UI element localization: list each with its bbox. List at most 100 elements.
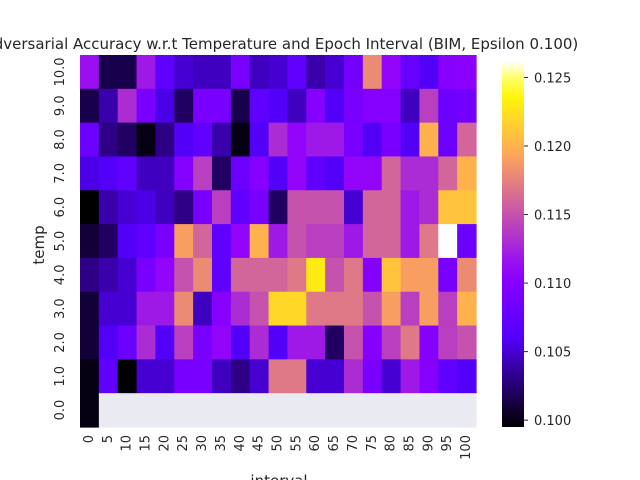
x-tick-label: 100 <box>459 435 474 460</box>
heatmap-cell <box>400 224 421 259</box>
x-tick-label: 85 <box>403 435 418 452</box>
heatmap-cell <box>287 359 307 394</box>
heatmap-cell <box>362 224 383 259</box>
x-tick-label: 35 <box>214 435 229 452</box>
heatmap-cell <box>362 325 383 360</box>
heatmap-cell <box>117 291 138 327</box>
heatmap-cell <box>174 55 194 90</box>
heatmap-cell <box>362 122 383 158</box>
heatmap-cell <box>344 325 364 360</box>
heatmap-cell <box>419 190 439 225</box>
heatmap-cell <box>381 156 402 191</box>
x-tick-label: 50 <box>271 435 286 452</box>
heatmap-cell <box>155 224 175 259</box>
x-tick-label: 70 <box>346 435 361 452</box>
heatmap-cell <box>287 224 307 259</box>
heatmap-cell <box>400 55 421 90</box>
heatmap-cell <box>457 393 477 428</box>
y-tick-label: 2.0 <box>53 332 68 353</box>
y-tick-label: 6.0 <box>53 197 68 218</box>
heatmap-cell <box>306 257 326 293</box>
heatmap-cell <box>400 359 421 394</box>
x-tick-labels: 0 5 10 15 20 25 30 35 40 45 50 55 60 65 70 75 80 85 90 95 10… <box>82 435 474 460</box>
heatmap-cell <box>155 393 175 428</box>
y-tick-label: 7.0 <box>53 163 68 184</box>
heatmap-cell <box>98 224 119 259</box>
heatmap-cell <box>306 190 326 225</box>
heatmap-cell <box>419 224 439 259</box>
heatmap-cell <box>419 359 439 394</box>
heatmap-cell <box>98 359 119 394</box>
heatmap-cell <box>362 291 383 327</box>
heatmap-cell <box>344 224 364 259</box>
heatmap-cell <box>306 122 326 158</box>
heatmap-cell <box>287 122 307 158</box>
heatmap-cell <box>362 156 383 191</box>
heatmap-cell <box>230 359 251 394</box>
x-tick-label: 55 <box>289 435 304 452</box>
heatmap-cell <box>438 156 458 191</box>
heatmap-cell <box>268 325 289 360</box>
heatmap-cell <box>212 122 232 158</box>
heatmap-cell <box>155 359 175 394</box>
heatmap-cell <box>193 224 213 259</box>
heatmap-cell <box>117 325 138 360</box>
heatmap-cell <box>306 359 326 394</box>
heatmap-cell <box>268 88 289 124</box>
heatmap-cell <box>287 55 307 90</box>
heatmap-cell <box>306 88 326 124</box>
heatmap-cell <box>117 359 138 394</box>
heatmap-cell <box>193 257 213 293</box>
x-tick-label: 0 <box>82 435 97 443</box>
heatmap-cell <box>117 122 138 158</box>
heatmap-cell <box>117 190 138 225</box>
heatmap-cell <box>249 393 270 428</box>
heatmap-cell <box>457 156 477 191</box>
heatmap-cell <box>136 257 157 293</box>
heatmap-cell <box>344 156 364 191</box>
heatmap-cell <box>457 122 477 158</box>
heatmap-cell <box>155 156 175 191</box>
heatmap-cell <box>98 325 119 360</box>
heatmap-cell <box>381 55 402 90</box>
heatmap-cell <box>438 190 458 225</box>
heatmap-cell <box>249 156 270 191</box>
heatmap-cell <box>80 291 100 327</box>
heatmap-cell <box>381 257 402 293</box>
x-tick-label: 95 <box>440 435 455 452</box>
heatmap-cell <box>80 156 100 191</box>
x-tick-label: 75 <box>365 435 380 452</box>
heatmap-cell <box>400 325 421 360</box>
heatmap-cell <box>80 359 100 394</box>
heatmap-cell <box>193 359 213 394</box>
y-tick-label: 5.0 <box>53 231 68 252</box>
heatmap-cell <box>457 359 477 394</box>
heatmap-cell <box>193 393 213 428</box>
heatmap-cell <box>174 122 194 158</box>
heatmap-cell <box>174 393 194 428</box>
heatmap-cell <box>381 359 402 394</box>
heatmap-cell <box>174 291 194 327</box>
heatmap-cell <box>230 224 251 259</box>
heatmap-cell <box>400 156 421 191</box>
heatmap-cell <box>212 156 232 191</box>
heatmap-cell <box>230 122 251 158</box>
heatmap-cell <box>457 325 477 360</box>
x-tick-label: 30 <box>195 435 210 452</box>
heatmap-cell <box>249 224 270 259</box>
heatmap-cell <box>344 55 364 90</box>
heatmap-cell <box>80 325 100 360</box>
heatmap-cell <box>381 122 402 158</box>
colorbar-ticks: 0.100 0.105 0.110 0.115 0.120 0.125 <box>524 71 571 429</box>
heatmap-cell <box>381 88 402 124</box>
heatmap-cell <box>306 224 326 259</box>
heatmap-cell <box>268 224 289 259</box>
x-tick-label: 10 <box>120 435 135 452</box>
heatmap-cell <box>419 55 439 90</box>
chart-title: dversarial Accuracy w.r.t Temperature an… <box>0 35 578 53</box>
heatmap-cell <box>268 257 289 293</box>
heatmap-cell <box>212 291 232 327</box>
heatmap-cell <box>325 393 345 428</box>
heatmap-cell <box>136 156 157 191</box>
heatmap-cell <box>268 359 289 394</box>
